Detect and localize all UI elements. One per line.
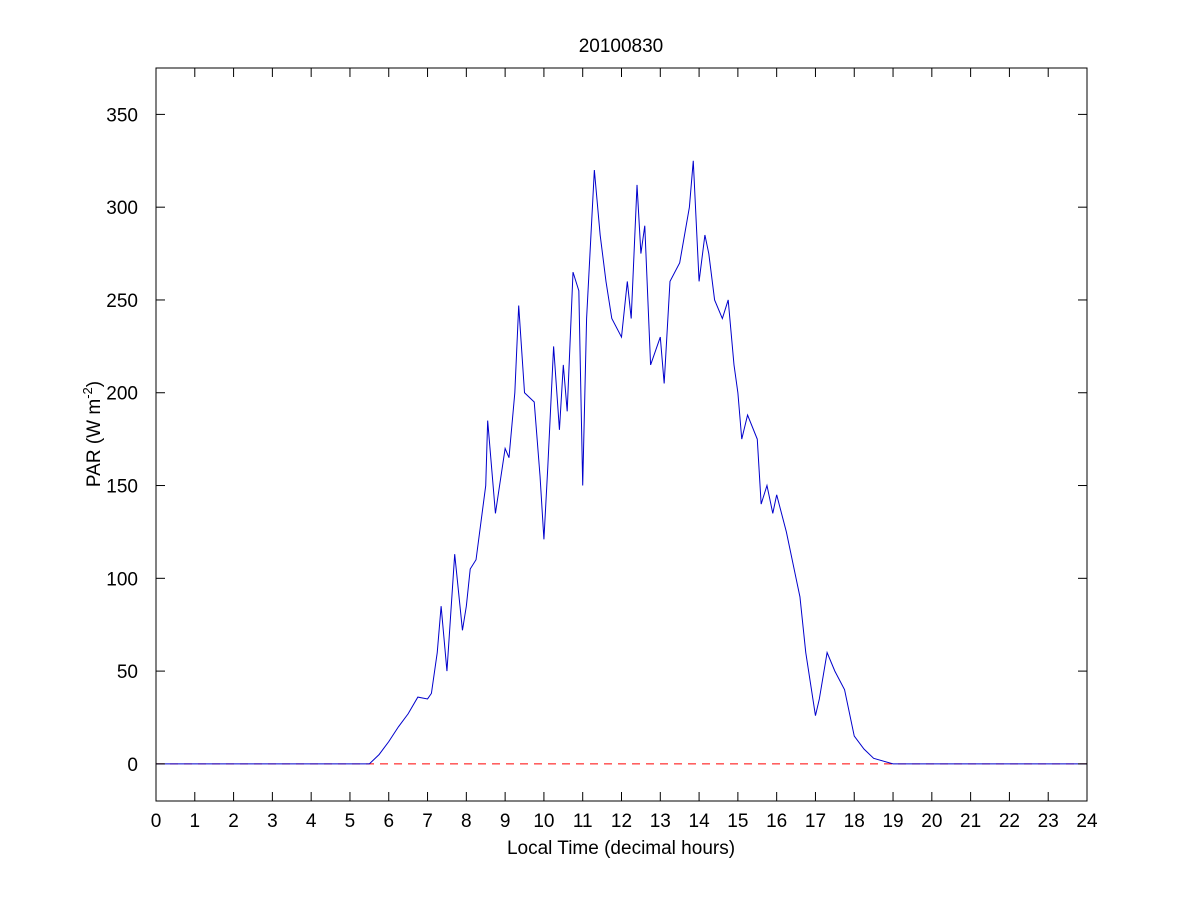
y-tick-label: 350 xyxy=(106,105,138,126)
x-axis-label: Local Time (decimal hours) xyxy=(507,838,735,859)
x-tick-label: 6 xyxy=(383,811,394,832)
y-tick-label: 300 xyxy=(106,198,138,219)
x-tick-label: 13 xyxy=(650,811,671,832)
x-tick-label: 14 xyxy=(689,811,711,832)
x-tick-label: 23 xyxy=(1038,811,1059,832)
x-tick-label: 17 xyxy=(805,811,826,832)
y-label-text: PAR (W m xyxy=(84,399,105,487)
x-tick-label: 16 xyxy=(766,811,787,832)
chart-title: 20100830 xyxy=(579,36,664,57)
x-tick-label: 1 xyxy=(190,811,201,832)
x-tick-label: 20 xyxy=(921,811,942,832)
x-tick-label: 10 xyxy=(533,811,554,832)
y-label-text: ) xyxy=(84,381,105,387)
y-tick-label: 100 xyxy=(106,569,138,590)
x-tick-label: 18 xyxy=(844,811,865,832)
x-tick-label: 12 xyxy=(611,811,632,832)
x-tick-label: 15 xyxy=(727,811,748,832)
x-tick-label: 8 xyxy=(461,811,472,832)
x-tick-label: 3 xyxy=(267,811,278,832)
x-tick-label: 4 xyxy=(306,811,317,832)
y-tick-label: 150 xyxy=(106,477,138,498)
y-tick-label: 50 xyxy=(117,662,138,683)
x-tick-label: 9 xyxy=(500,811,511,832)
x-tick-label: 2 xyxy=(228,811,239,832)
x-tick-label: 24 xyxy=(1076,811,1098,832)
x-tick-label: 7 xyxy=(422,811,433,832)
x-tick-label: 11 xyxy=(573,811,593,832)
y-label-superscript: -2 xyxy=(80,387,95,399)
y-tick-label: 0 xyxy=(127,755,138,776)
x-tick-label: 19 xyxy=(882,811,903,832)
x-tick-label: 0 xyxy=(151,811,162,832)
data-line xyxy=(156,160,1087,765)
x-tick-label: 5 xyxy=(345,811,356,832)
x-tick-label: 22 xyxy=(999,811,1020,832)
y-axis-label: PAR (W m-2) xyxy=(80,381,105,487)
x-tick-label: 21 xyxy=(960,811,981,832)
y-tick-label: 200 xyxy=(106,384,138,405)
y-tick-label: 250 xyxy=(106,291,138,312)
